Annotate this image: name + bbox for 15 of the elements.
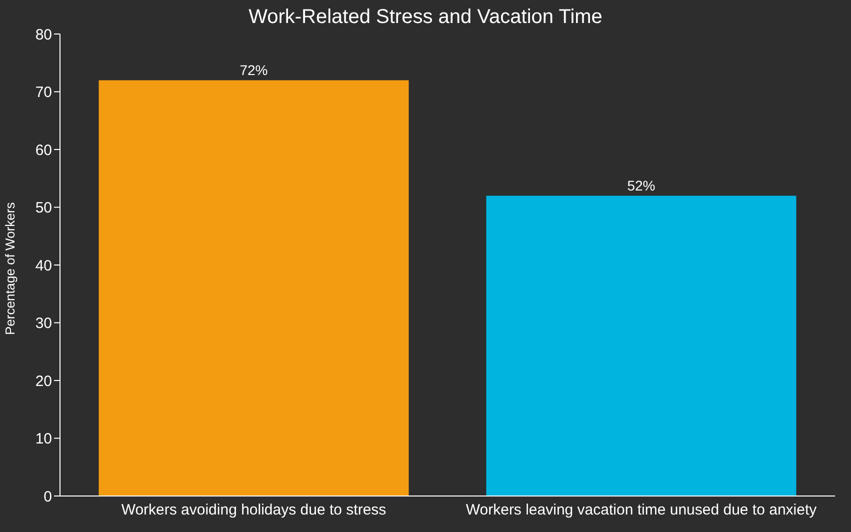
data-label: 72% (240, 62, 268, 78)
y-tick-label: 0 (44, 488, 52, 506)
y-tick-label: 70 (35, 84, 52, 102)
y-axis-title: Percentage of Workers (2, 202, 18, 335)
data-label: 52% (627, 178, 656, 194)
y-tick-label: 60 (35, 142, 52, 159)
y-tick-label: 20 (35, 372, 52, 390)
x-tick-label: Workers avoiding holidays due to stress (121, 502, 386, 519)
x-tick-label: Workers leaving vacation time unused due to anxiety (466, 502, 818, 519)
y-tick-label: 30 (35, 315, 52, 332)
chart-title: Work-Related Stress and Vacation Time (248, 6, 602, 28)
y-tick-label: 80 (35, 26, 52, 44)
y-tick-label: 50 (35, 200, 52, 217)
y-tick-label: 10 (35, 430, 52, 448)
y-tick-label: 40 (35, 257, 52, 274)
